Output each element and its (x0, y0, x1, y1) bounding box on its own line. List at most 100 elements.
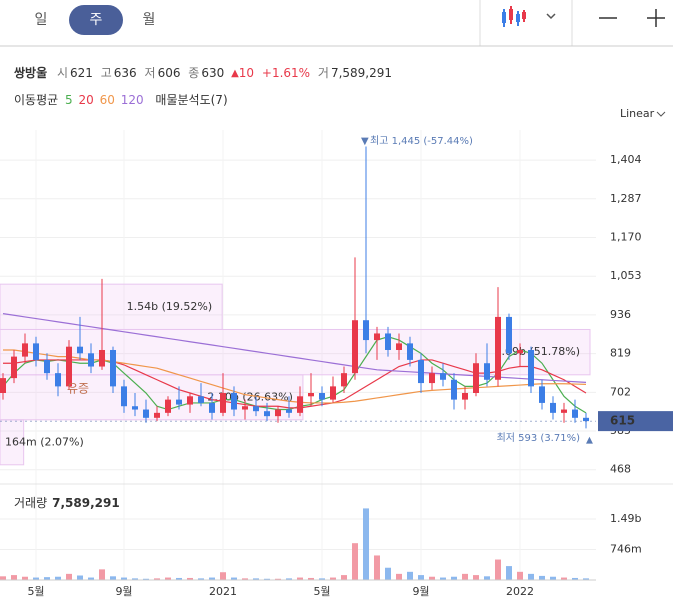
candle-body (341, 373, 347, 387)
volume-bar (473, 575, 479, 580)
volume-bar (55, 576, 61, 580)
candle-body (429, 373, 435, 384)
volume-bar (506, 566, 512, 580)
stock-name: 쌍방울 (14, 65, 47, 80)
scale-mode[interactable]: Linear (620, 107, 655, 120)
volume-tick-label: 1.49b (610, 512, 641, 525)
scale-chevron[interactable] (656, 111, 666, 117)
volume-value: 7,589,291 (52, 496, 120, 510)
volume-bar (583, 578, 589, 580)
zoom-in[interactable] (647, 9, 665, 27)
candle-body (242, 406, 248, 410)
info-label: 종 (188, 66, 199, 80)
tab[interactable]: 일 (35, 12, 48, 28)
candle-body (198, 396, 204, 403)
x-tick-label: 2022 (506, 585, 534, 598)
dropdown-chevron[interactable] (546, 13, 556, 20)
volume-bar (44, 577, 50, 580)
volume-bar (198, 578, 204, 580)
candle-body (418, 359, 424, 384)
candle-body (396, 343, 402, 350)
tab[interactable]: 월 (143, 12, 156, 28)
info-label: 거 (318, 66, 329, 80)
y-tick-label: 1,287 (610, 192, 642, 205)
candle-body (99, 349, 105, 367)
chart-type-icon[interactable] (502, 6, 526, 27)
candle-body (110, 349, 116, 387)
volume-bar (22, 576, 28, 580)
candle-body (121, 386, 127, 407)
candle-body (374, 333, 380, 341)
volume-bar (330, 577, 336, 580)
volume-bar (517, 571, 523, 580)
volume-profile-bar (0, 374, 304, 421)
volume-bar (341, 575, 347, 580)
change-pct: +1.61% (262, 66, 310, 80)
volume-bar (385, 567, 391, 580)
candle-body (539, 386, 545, 403)
volume-bar (275, 578, 281, 580)
volume-bar (0, 576, 6, 580)
candle-body (154, 412, 160, 418)
candle-body (176, 399, 182, 405)
y-tick-label: 702 (610, 385, 631, 398)
ma-legend: 60 (100, 93, 115, 107)
volume-bar (572, 577, 578, 580)
candle-body (484, 363, 490, 380)
volume-bar (33, 577, 39, 580)
candle-body (33, 343, 39, 360)
volume-bar (352, 543, 358, 580)
volume-bar (550, 576, 556, 580)
volume-bar (110, 576, 116, 580)
candle-body (583, 417, 589, 422)
candle-body (66, 346, 72, 387)
volume-bar (209, 577, 215, 580)
y-tick-label: 819 (610, 347, 631, 360)
volume-bar (418, 575, 424, 580)
ma-legend: 5 (65, 93, 73, 107)
volume-bar (132, 578, 138, 580)
y-tick-label: 1,404 (610, 153, 642, 166)
candle-body (286, 409, 292, 413)
y-tick-label: 1,170 (610, 231, 642, 244)
volume-profile-label: 1.54b (19.52%) (127, 300, 213, 313)
tab[interactable]: 주 (90, 12, 103, 28)
volume-bar (484, 576, 490, 580)
candle-body (44, 359, 50, 374)
volume-bar (462, 573, 468, 580)
current-price-box (598, 411, 673, 432)
candle-body (506, 316, 512, 354)
candle-body (297, 396, 303, 413)
info-value: 606 (158, 66, 181, 80)
candle-body (385, 333, 391, 350)
candle-body (253, 406, 259, 412)
candle-body (319, 392, 325, 400)
x-tick-label: 5월 (313, 585, 330, 598)
volume-bar (396, 573, 402, 580)
x-tick-label: 9월 (115, 585, 132, 598)
info-value: 636 (114, 66, 137, 80)
tab-selected-bg (69, 5, 123, 35)
info-value: 630 (201, 66, 224, 80)
info-label: 저 (145, 66, 156, 80)
low-marker: ▲ (586, 436, 593, 446)
volume-profile-bar (0, 419, 25, 466)
candle-body (572, 409, 578, 418)
candle-body (275, 409, 281, 417)
info-label: 시 (57, 66, 68, 80)
volume-bar (253, 578, 259, 580)
info-label: 고 (101, 66, 112, 80)
event-label: 유증 (67, 382, 89, 396)
volume-bar (451, 576, 457, 580)
volume-tick-label: 746m (610, 542, 642, 555)
current-price: 615 (610, 414, 635, 428)
candle-body (330, 386, 336, 400)
indicator-legend: 이동평균 5 20 60 120 매물분석도(7) (14, 93, 228, 107)
candle-body (132, 406, 138, 410)
volume-bar (363, 508, 369, 580)
ma-label: 이동평균 (14, 93, 58, 107)
x-tick-label: 9월 (412, 585, 429, 598)
candle-body (561, 409, 567, 413)
volume-bar (429, 576, 435, 580)
